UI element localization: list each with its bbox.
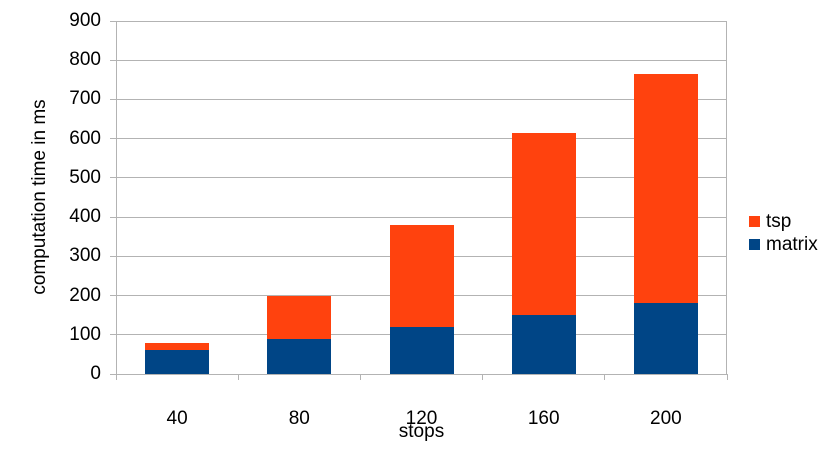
y-tick-label-500: 500 [69, 166, 101, 188]
gridline-y-600 [116, 138, 727, 140]
y-axis-tick-700 [110, 98, 116, 100]
y-tick-label-400: 400 [69, 206, 101, 228]
gridline-y-900 [116, 20, 727, 22]
y-axis-tick-600 [110, 138, 116, 140]
x-axis-line [116, 373, 727, 375]
bar-segment-tsp-40 [145, 343, 210, 351]
y-axis-tick-0 [110, 373, 116, 375]
plot-area: 0 100 200 300 400 500 600 700 800 900 40 80 120 160 20… [69, 10, 728, 429]
bar-segment-matrix-160 [511, 315, 576, 374]
y-axis-tick-400 [110, 216, 116, 218]
y-tick-label-700: 700 [69, 88, 101, 110]
bar-segment-tsp-80 [267, 295, 332, 339]
bar-segment-matrix-80 [267, 338, 332, 374]
y-tick-label-300: 300 [69, 245, 101, 267]
bar-segment-tsp-120 [389, 224, 454, 327]
x-axis-tick-2 [359, 374, 361, 380]
bar-segment-matrix-200 [633, 303, 698, 374]
legend-label-matrix: matrix [766, 234, 818, 255]
x-tick-label-160: 160 [527, 408, 560, 429]
y-axis-tick-300 [110, 255, 116, 257]
bar-segment-matrix-40 [145, 350, 210, 374]
y-axis-tick-200 [110, 295, 116, 297]
y-tick-label-0: 0 [90, 363, 101, 384]
bar-segment-tsp-160 [511, 132, 576, 316]
x-tick-label-80: 80 [288, 408, 310, 429]
gridline-y-500 [116, 177, 727, 179]
x-tick-label-120: 120 [405, 408, 438, 429]
bar-segment-tsp-200 [633, 73, 698, 304]
x-axis-tick-4 [604, 374, 606, 380]
gridline-y-700 [116, 98, 727, 100]
legend: tsp matrix [749, 210, 818, 256]
y-axis-tick-900 [110, 20, 116, 22]
plot-right-border [726, 21, 727, 374]
legend-swatch-tsp [749, 216, 760, 227]
x-axis-tick-3 [482, 374, 484, 380]
y-axis-tick-800 [110, 59, 116, 61]
y-tick-label-200: 200 [69, 284, 101, 306]
legend-item-tsp: tsp [749, 210, 818, 233]
x-axis-tick-5 [726, 374, 728, 380]
bar-segment-matrix-120 [389, 326, 454, 374]
y-axis-tick-100 [110, 334, 116, 336]
x-axis-title: stops [398, 421, 445, 442]
x-tick-label-200: 200 [650, 408, 682, 429]
gridline-y-800 [116, 59, 727, 61]
legend-label-tsp: tsp [766, 211, 792, 232]
x-axis-tick-0 [115, 374, 117, 380]
y-tick-label-600: 600 [69, 127, 101, 149]
gridline-y-400 [116, 216, 727, 218]
x-tick-label-40: 40 [166, 408, 188, 429]
legend-swatch-matrix [749, 239, 760, 250]
y-tick-label-900: 900 [69, 10, 101, 31]
y-axis-line [116, 21, 117, 374]
x-axis-tick-1 [237, 374, 239, 380]
legend-item-matrix: matrix [749, 233, 818, 256]
y-tick-label-800: 800 [69, 49, 101, 71]
y-tick-label-100: 100 [69, 323, 101, 345]
y-axis-tick-500 [110, 177, 116, 179]
